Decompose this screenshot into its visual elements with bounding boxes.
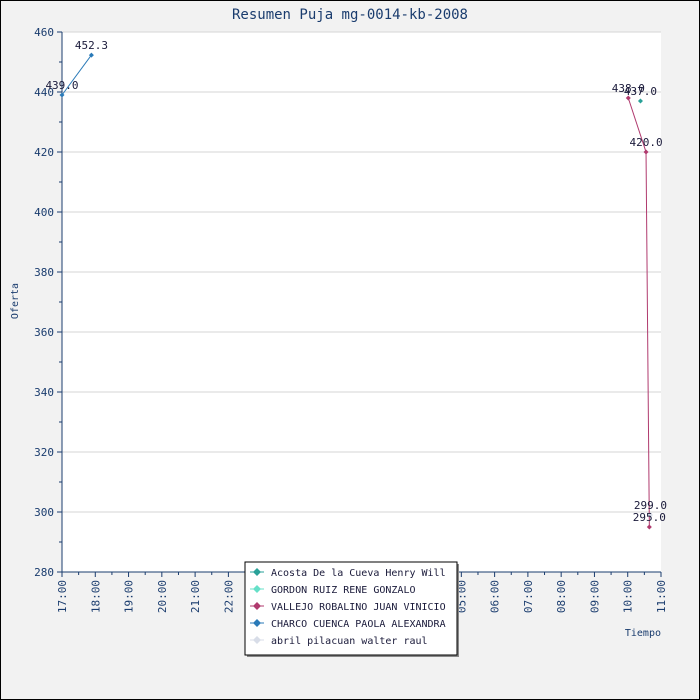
x-tick-label: 11:00 <box>655 580 668 613</box>
y-tick-label: 360 <box>34 326 54 339</box>
grid-lines <box>62 31 661 573</box>
y-tick-label: 460 <box>34 26 54 39</box>
data-label: 299.0 <box>634 499 667 512</box>
x-tick-label: 20:00 <box>156 580 169 613</box>
legend-entry: CHARCO CUENCA PAOLA ALEXANDRA <box>271 619 446 630</box>
y-tick-label: 300 <box>34 506 54 519</box>
legend-entry: Acosta De la Cueva Henry Will <box>271 568 446 579</box>
data-label: 420.0 <box>629 136 662 149</box>
y-tick-label: 280 <box>34 566 54 579</box>
data-point <box>643 149 649 155</box>
data-label: 452.3 <box>75 39 108 52</box>
x-tick-label: 09:00 <box>588 580 601 613</box>
y-axis-label: Oferta <box>10 283 21 319</box>
y-tick-label: 340 <box>34 386 54 399</box>
chart-title: Resumen Puja mg-0014-kb-2008 <box>232 7 468 23</box>
data-point <box>637 98 643 104</box>
legend-swatch-marker <box>253 585 261 593</box>
legend-swatch-marker <box>253 602 261 610</box>
x-tick-label: 08:00 <box>555 580 568 613</box>
legend-swatch-marker <box>253 636 261 644</box>
data-point <box>59 92 65 98</box>
x-tick-label: 17:00 <box>56 580 69 613</box>
legend-box <box>244 561 458 656</box>
series-line-3 <box>61 54 92 96</box>
x-tick-label: 21:00 <box>189 580 202 613</box>
x-tick-label: 18:00 <box>89 580 102 613</box>
y-tick-label: 380 <box>34 266 54 279</box>
data-label: 437.0 <box>624 85 657 98</box>
x-tick-label: 10:00 <box>622 580 635 613</box>
data-point <box>625 95 631 101</box>
y-tick-label: 320 <box>34 446 54 459</box>
data-label: 438.0 <box>612 82 645 95</box>
x-tick-label: 07:00 <box>522 580 535 613</box>
x-tick-label: 06:00 <box>489 580 502 613</box>
legend-swatch-marker <box>253 568 261 576</box>
data-label: 295.0 <box>633 511 666 524</box>
data-point <box>88 52 94 58</box>
legend: Acosta De la Cueva Henry Will GORDON RUIZ… <box>244 561 459 657</box>
x-tick-label: 19:00 <box>123 580 136 613</box>
y-tick-label: 420 <box>34 146 54 159</box>
x-axis-label: Tiempo <box>625 628 661 639</box>
data-label: 439.0 <box>45 79 78 92</box>
x-tick-label: 22:00 <box>222 580 235 613</box>
y-tick-label: 440 <box>34 86 54 99</box>
data-point <box>646 524 652 530</box>
legend-entry: abril pilacuan walter raul <box>271 636 428 647</box>
y-tick-label: 400 <box>34 206 54 219</box>
legend-entry: VALLEJO ROBALINO JUAN VINICIO <box>271 602 446 613</box>
plot-area <box>62 32 661 572</box>
data-point <box>647 512 653 518</box>
series-lines <box>59 52 653 530</box>
legend-entry: GORDON RUIZ RENE GONZALO <box>271 585 416 596</box>
legend-swatch-marker <box>253 619 261 627</box>
